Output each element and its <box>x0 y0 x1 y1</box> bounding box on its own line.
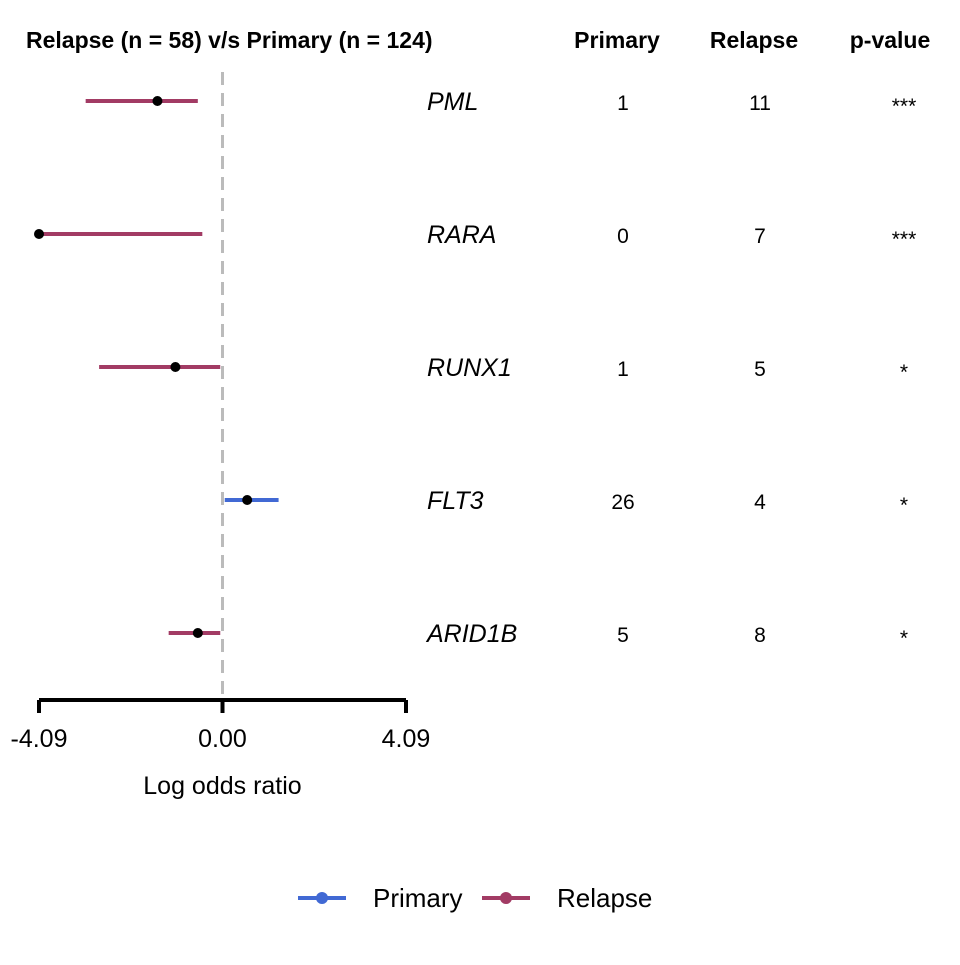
pvalue-stars: * <box>900 627 908 650</box>
gene-label: RUNX1 <box>427 354 512 382</box>
forest-row-flt3: FLT3 26 4 * <box>224 487 908 517</box>
header-pvalue: p-value <box>850 27 931 53</box>
legend-item-primary: Primary <box>298 883 463 913</box>
pvalue-stars: *** <box>892 95 917 118</box>
forest-row-pml: PML 1 11 *** <box>85 88 917 118</box>
forest-row-rara: RARA 0 7 *** <box>34 221 916 251</box>
primary-count: 1 <box>617 358 629 381</box>
header-relapse: Relapse <box>710 27 798 53</box>
relapse-count: 11 <box>749 92 771 115</box>
x-tick-label: 0.00 <box>198 725 247 753</box>
relapse-count: 4 <box>754 491 766 514</box>
estimate-point <box>152 96 163 106</box>
x-axis: -4.09 0.00 4.09 <box>11 698 431 753</box>
pvalue-stars: *** <box>892 228 917 251</box>
chart-title: Relapse (n = 58) v/s Primary (n = 124) <box>26 27 433 53</box>
pvalue-stars: * <box>900 361 908 384</box>
primary-count: 0 <box>617 225 629 248</box>
legend: Primary Relapse <box>298 883 652 913</box>
legend-item-relapse: Relapse <box>482 883 652 913</box>
estimate-point <box>192 628 203 638</box>
legend-marker <box>316 892 328 904</box>
legend-label: Primary <box>373 883 463 913</box>
pvalue-stars: * <box>900 494 908 517</box>
relapse-count: 5 <box>754 358 766 381</box>
forest-row-arid1b: ARID1B 5 8 * <box>168 620 908 650</box>
primary-count: 26 <box>611 491 634 514</box>
x-tick-label: -4.09 <box>11 725 68 753</box>
estimate-point <box>170 362 181 372</box>
gene-label: ARID1B <box>425 620 517 648</box>
forest-row-runx1: RUNX1 1 5 * <box>99 354 908 384</box>
relapse-count: 7 <box>754 225 766 248</box>
primary-count: 1 <box>617 92 629 115</box>
legend-label: Relapse <box>557 883 652 913</box>
gene-label: PML <box>427 88 478 116</box>
x-axis-label: Log odds ratio <box>143 772 301 800</box>
header-primary: Primary <box>574 27 660 53</box>
estimate-point <box>34 229 44 239</box>
gene-label: FLT3 <box>427 487 484 515</box>
legend-marker <box>500 892 512 904</box>
relapse-count: 8 <box>754 624 766 647</box>
gene-label: RARA <box>427 221 496 249</box>
estimate-point <box>242 495 253 505</box>
forest-rows: PML 1 11 ***RARA 0 7 ***RUNX1 1 5 *FLT3 26 4 *ARID1B… <box>34 88 916 650</box>
x-tick-label: 4.09 <box>382 725 431 753</box>
primary-count: 5 <box>617 624 629 647</box>
